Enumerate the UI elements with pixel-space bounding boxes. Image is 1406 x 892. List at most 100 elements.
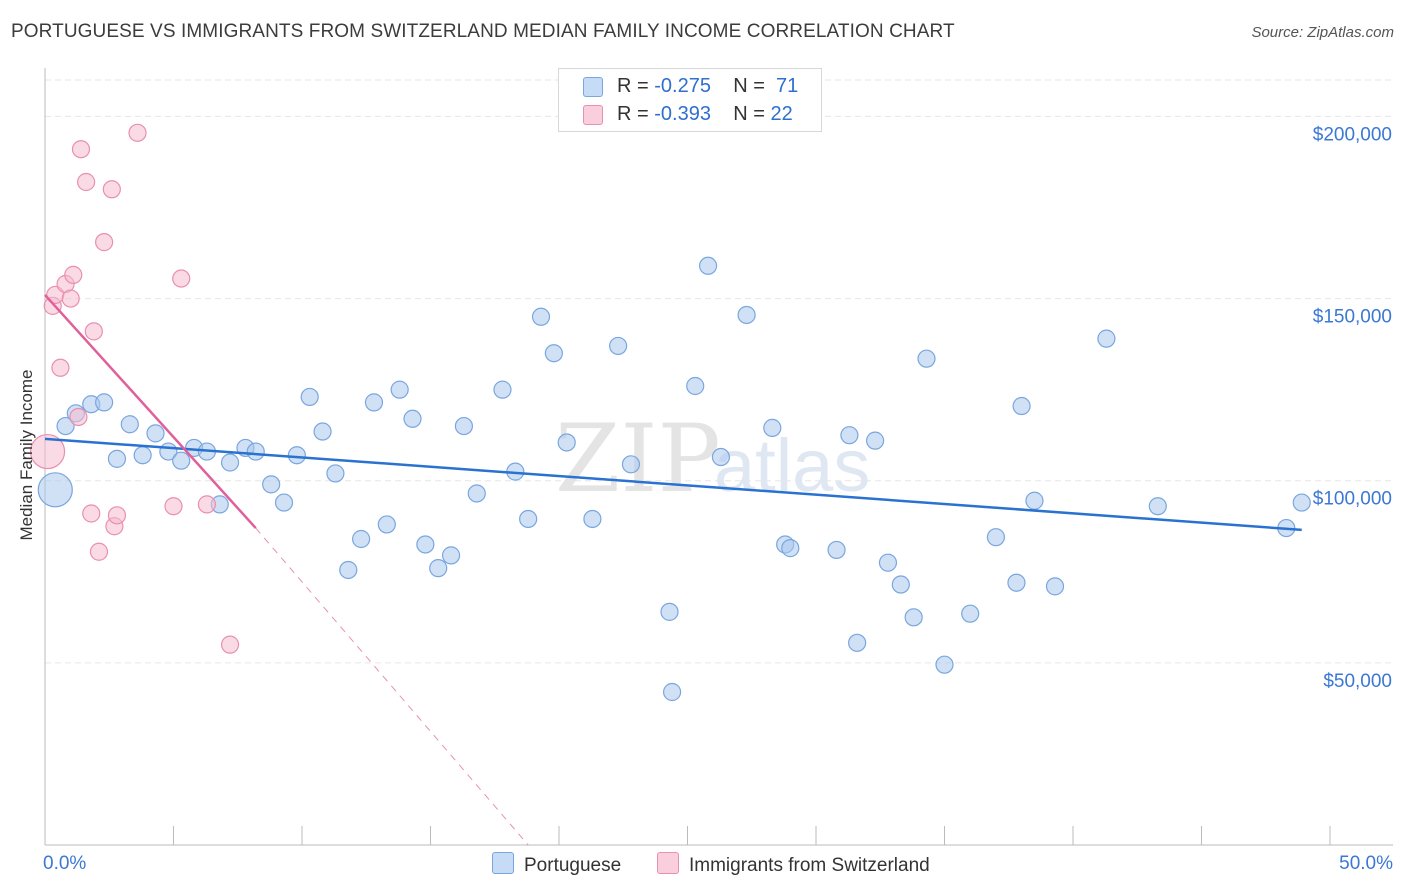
swiss-point <box>128 123 147 142</box>
portuguese-point <box>935 655 954 674</box>
legend-r-label: R = <box>617 75 649 97</box>
portuguese-point <box>1045 577 1065 596</box>
portuguese-point <box>1097 329 1116 348</box>
portuguese-point <box>961 604 980 623</box>
portuguese-point <box>300 387 319 407</box>
portuguese-point <box>621 455 641 474</box>
legend-swatch-swiss <box>583 105 603 125</box>
y-tick-label: $100,000 <box>1313 489 1392 510</box>
swiss-point <box>89 542 109 561</box>
swiss-point <box>102 180 121 199</box>
portuguese-point <box>364 393 384 412</box>
portuguese-point <box>107 449 127 468</box>
swiss-point <box>51 358 70 377</box>
portuguese-point <box>287 446 306 465</box>
legend-r-label: R = <box>617 103 649 125</box>
chart-source: Source: ZipAtlas.com <box>1251 24 1394 41</box>
portuguese-point <box>781 539 800 558</box>
legend-r-value: -0.275 <box>654 75 711 97</box>
portuguese-point <box>95 393 114 412</box>
swiss-point <box>172 269 191 288</box>
portuguese-point <box>662 682 682 702</box>
portuguese-point <box>429 559 448 578</box>
portuguese-point <box>493 380 512 399</box>
swiss-point <box>29 433 66 470</box>
portuguese-point <box>352 529 371 549</box>
swiss-trend-line <box>44 294 257 529</box>
portuguese-point <box>377 515 396 534</box>
portuguese-point <box>313 422 332 441</box>
portuguese-point <box>698 256 718 275</box>
portuguese-point <box>246 442 265 461</box>
legend-n-label: N = <box>733 103 765 125</box>
swiss-point <box>95 233 114 252</box>
portuguese-trend-line <box>44 437 1302 532</box>
portuguese-point <box>220 453 240 472</box>
portuguese-point <box>133 446 152 465</box>
swiss-point <box>69 407 88 427</box>
portuguese-point <box>172 451 191 470</box>
swiss-point <box>220 635 240 654</box>
portuguese-point <box>403 409 422 428</box>
swiss-point <box>84 322 103 341</box>
portuguese-point <box>274 493 294 512</box>
legend-swatch-portuguese <box>583 77 603 97</box>
portuguese-point <box>1292 493 1311 512</box>
portuguese-point <box>1148 497 1167 516</box>
portuguese-point <box>711 447 731 467</box>
portuguese-point <box>262 475 281 494</box>
portuguese-point <box>583 509 602 529</box>
swiss-point <box>61 289 80 308</box>
swiss-point <box>77 172 96 192</box>
y-tick-label: $200,000 <box>1313 124 1392 145</box>
portuguese-point <box>531 307 551 326</box>
bottom-legend-swatch-swiss <box>657 852 679 874</box>
portuguese-point <box>737 305 756 325</box>
y-tick-label: $150,000 <box>1313 307 1392 328</box>
portuguese-point <box>891 575 910 594</box>
portuguese-point <box>827 540 846 560</box>
swiss-point <box>82 504 101 523</box>
bottom-legend-swiss: Immigrants from Switzerland <box>657 852 930 877</box>
legend-n-value: 22 <box>770 103 793 125</box>
portuguese-point <box>904 608 923 627</box>
bottom-legend-portuguese: Portuguese <box>492 852 621 877</box>
portuguese-point <box>866 431 885 450</box>
portuguese-point <box>519 509 538 529</box>
swiss-trend-extension <box>255 527 529 846</box>
swiss-point <box>197 495 217 514</box>
portuguese-point <box>37 472 73 508</box>
portuguese-point <box>848 633 867 652</box>
portuguese-point <box>326 464 345 483</box>
bottom-legend-label-portuguese: Portuguese <box>524 855 622 876</box>
legend-r-value: -0.393 <box>654 103 711 125</box>
x-tick-label-min: 0.0% <box>43 853 86 874</box>
legend-text-swiss: R = -0.393 N = 22 <box>617 103 793 126</box>
portuguese-point <box>544 344 563 363</box>
swiss-point <box>107 506 127 525</box>
portuguese-point <box>1012 396 1031 416</box>
portuguese-point <box>609 336 628 356</box>
swiss-point <box>71 140 91 159</box>
portuguese-point <box>763 418 782 437</box>
portuguese-point <box>557 433 576 452</box>
chart-title: PORTUGUESE VS IMMIGRANTS FROM SWITZERLAN… <box>11 21 955 42</box>
portuguese-point <box>686 376 705 396</box>
stats-legend: R = -0.275 N = 71 R = -0.393 N = 22 <box>558 68 822 132</box>
portuguese-point <box>146 424 165 443</box>
portuguese-point <box>56 416 75 436</box>
portuguese-point <box>840 426 859 445</box>
bottom-legend-label-swiss: Immigrants from Switzerland <box>689 855 930 876</box>
legend-n-value: 71 <box>776 75 799 97</box>
portuguese-point <box>660 602 679 621</box>
data-points <box>29 123 1311 702</box>
legend-text-portuguese: R = -0.275 N = 71 <box>617 75 798 98</box>
portuguese-point <box>467 484 486 503</box>
trend-lines <box>44 294 1302 846</box>
swiss-point <box>64 265 83 284</box>
portuguese-point <box>339 560 358 580</box>
portuguese-point <box>416 535 435 554</box>
portuguese-point <box>1007 573 1026 592</box>
portuguese-point <box>917 349 936 368</box>
